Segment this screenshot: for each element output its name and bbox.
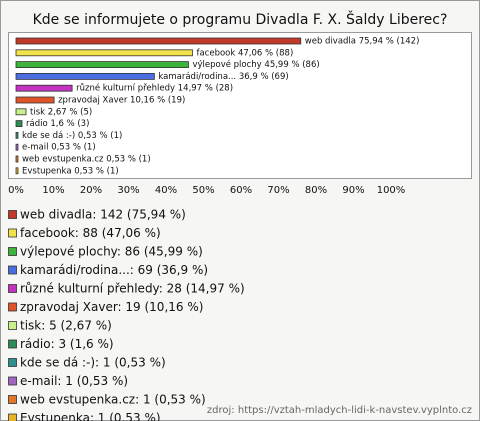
bar [15,73,155,80]
bar [15,108,27,116]
x-tick-label: 90% [342,185,364,196]
legend-label: výlepové plochy: 86 (45,99 %) [20,245,203,259]
data-label: web divadla 75,94 % (142) [305,37,420,47]
legend-swatch [8,339,17,349]
bar [15,84,73,92]
legend-label: web evstupenka.cz: 1 (0,53 %) [20,393,206,407]
bar [15,120,23,127]
data-label: facebook 47,06 % (88) [196,48,293,58]
x-tick-label: 0% [8,185,24,196]
legend-swatch [8,321,17,330]
legend-label: rádio: 3 (1,6 %) [20,337,114,351]
chart-title: Kde se informujete o programu Divadla F.… [33,10,448,28]
legend-label: tisk: 5 (2,67 %) [20,319,112,333]
legend-label: Evstupenka: 1 (0,53 %) [20,411,161,421]
legend-label: kde se dá :-): 1 (0,53 %) [20,356,166,370]
data-label: kamarádi/rodina... 36,9 % (69) [158,72,288,82]
data-label: zpravodaj Xaver 10,16 % (19) [58,96,185,106]
data-label: e-mail 0,53 % (1) [22,143,96,153]
legend-swatch [8,376,17,386]
bar [15,155,19,163]
legend-swatch [8,265,17,275]
x-tick-label: 50% [192,185,214,196]
legend-label: kamarádi/rodina...: 69 (36,9 %) [20,263,208,277]
bar [15,61,189,68]
data-label: Evstupenka 0,53 % (1) [22,166,119,176]
legend-swatch [8,247,17,256]
x-tick-label: 100% [377,185,406,196]
legend-label: zpravodaj Xaver: 19 (10,16 %) [20,300,203,314]
data-label: rádio 1,6 % (3) [26,119,89,129]
x-tick-label: 30% [117,185,139,196]
legend-swatch [8,302,17,312]
bar [15,143,19,151]
x-tick-label: 20% [80,185,102,196]
legend-swatch [8,413,17,421]
legend-swatch [8,228,17,238]
bar [15,96,55,104]
data-label: různé kulturní přehledy 14,97 % (28) [76,83,233,94]
x-tick-label: 40% [155,185,177,196]
data-label: kde se dá :-) 0,53 % (1) [22,131,122,141]
x-tick-label: 60% [230,185,252,196]
x-tick-label: 70% [267,185,289,196]
legend-label: web divadla: 142 (75,94 %) [20,208,186,222]
bar [15,131,19,139]
plot-area [8,32,472,179]
data-label: výlepové plochy 45,99 % (86) [192,59,319,70]
legend-swatch [8,358,17,367]
bar [15,49,193,57]
source: zdroj: https://vztah-mladych-lidi-k-navs… [207,405,472,416]
x-tick-label: 80% [305,185,327,196]
legend-swatch [8,395,17,404]
legend-label: e-mail: 1 (0,53 %) [20,374,128,388]
data-label: web evstupenka.cz 0,53 % (1) [22,155,151,165]
x-tick-label: 10% [42,185,64,196]
legend-label: facebook: 88 (47,06 %) [20,226,161,240]
legend-swatch [8,284,17,293]
legend-label: různé kulturní přehledy: 28 (14,97 %) [20,282,245,296]
data-label: tisk 2,67 % (5) [30,107,92,117]
bar [15,167,19,175]
legend-swatch [8,210,17,219]
bar [15,37,302,45]
